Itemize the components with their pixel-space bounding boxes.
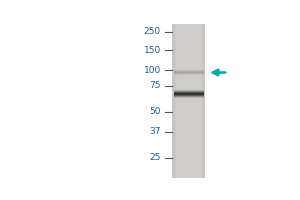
Bar xyxy=(172,24,173,178)
Bar xyxy=(200,24,201,178)
Text: 25: 25 xyxy=(149,153,161,162)
Bar xyxy=(204,24,205,178)
Bar xyxy=(173,92,204,93)
Bar xyxy=(173,24,174,178)
Bar xyxy=(173,71,204,72)
Bar xyxy=(173,69,204,70)
Text: 75: 75 xyxy=(149,81,161,90)
Text: 50: 50 xyxy=(149,107,161,116)
Bar xyxy=(202,24,203,178)
Text: 250: 250 xyxy=(144,27,161,36)
Bar xyxy=(202,24,203,178)
Bar xyxy=(173,97,204,98)
Bar xyxy=(201,24,202,178)
Bar xyxy=(203,24,204,178)
Bar xyxy=(173,75,204,76)
Bar xyxy=(173,90,204,91)
Bar xyxy=(173,94,204,95)
Bar xyxy=(173,73,204,74)
Text: 150: 150 xyxy=(143,46,161,55)
Text: 37: 37 xyxy=(149,127,161,136)
Bar xyxy=(173,74,204,75)
Bar xyxy=(173,93,204,94)
Bar xyxy=(173,95,204,96)
Bar xyxy=(174,24,175,178)
Bar xyxy=(174,24,175,178)
Bar xyxy=(173,96,204,97)
Bar xyxy=(172,24,205,178)
Bar xyxy=(173,70,204,71)
Bar xyxy=(175,24,176,178)
Bar xyxy=(173,72,204,73)
Bar xyxy=(176,24,177,178)
Text: 100: 100 xyxy=(143,66,161,75)
Bar xyxy=(173,91,204,92)
